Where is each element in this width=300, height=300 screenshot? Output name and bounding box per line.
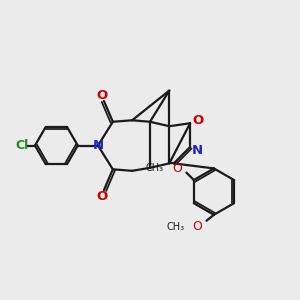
Text: Cl: Cl: [15, 139, 28, 152]
Text: N: N: [92, 139, 104, 152]
Text: O: O: [172, 162, 182, 175]
Text: O: O: [192, 114, 203, 127]
Text: O: O: [97, 190, 108, 202]
Text: CH₃: CH₃: [146, 163, 164, 173]
Text: O: O: [97, 88, 108, 101]
Text: CH₃: CH₃: [166, 222, 184, 232]
Text: O: O: [193, 220, 202, 233]
Text: N: N: [192, 143, 203, 157]
